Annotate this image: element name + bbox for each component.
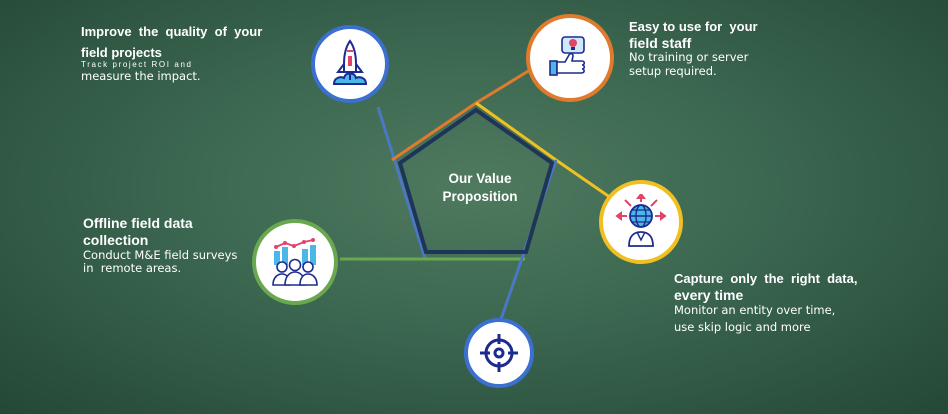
line-easy-right <box>475 68 531 105</box>
quality-title-line2: field projects <box>81 44 162 60</box>
globe-person-icon <box>615 194 667 247</box>
line-quality <box>376 106 427 259</box>
quality-desc-line2: measure the impact. <box>81 68 201 83</box>
center-title: Our Value Proposition <box>418 170 542 206</box>
offline-desc-line1: Conduct M&E field surveys <box>83 247 238 262</box>
circle-easy <box>526 14 614 102</box>
capture-title-line2: every time <box>674 286 744 303</box>
easy-desc-line2: setup required. <box>629 64 717 79</box>
quality-title-line1: Improve the quality of your <box>81 24 263 39</box>
capture-desc-line2: use skip logic and more <box>674 320 811 335</box>
center-title-line2: Proposition <box>442 189 518 205</box>
capture-desc-line1: Monitor an entity over time, <box>674 303 836 318</box>
circle-quality <box>311 25 389 103</box>
offline-title-line1: Offline field data <box>83 215 193 231</box>
text-block-easy: Easy to use for your field staff No trai… <box>629 19 758 79</box>
text-block-capture: Capture only the right data, every time … <box>674 271 857 335</box>
text-block-offline: Offline field data collection Conduct M&… <box>83 215 237 276</box>
thumbs-up-lightbulb-icon <box>549 36 586 76</box>
quality-desc-line1: Track project ROI and <box>81 60 193 70</box>
center-title-line1: Our Value <box>448 171 512 186</box>
capture-title-line1: Capture only the right data, <box>674 271 858 286</box>
target-icon <box>480 334 518 372</box>
offline-desc-line2: in remote areas. <box>83 261 182 276</box>
circle-target <box>464 318 534 388</box>
easy-title-line1: Easy to use for your <box>629 19 758 34</box>
circle-offline <box>252 219 338 305</box>
circle-capture <box>599 180 683 264</box>
easy-desc-line1: No training or server <box>629 50 749 65</box>
offline-title-line2: collection <box>83 231 149 248</box>
line-capture-right <box>555 158 615 202</box>
team-chart-icon <box>272 238 318 286</box>
rocket-icon <box>332 39 368 85</box>
value-pentagon <box>397 107 555 254</box>
text-block-quality: Improve the quality of your field projec… <box>81 24 262 84</box>
line-easy-left <box>391 101 477 162</box>
line-capture-left <box>475 101 557 162</box>
easy-title-line2: field staff <box>629 34 692 51</box>
